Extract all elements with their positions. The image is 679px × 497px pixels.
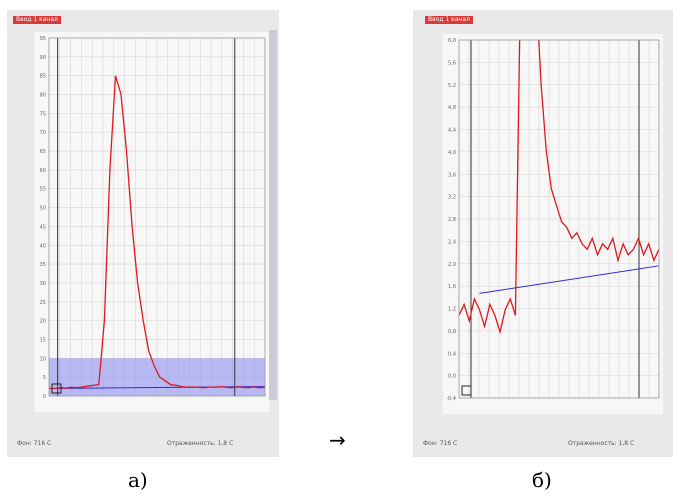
caption-a: а) [128,468,148,492]
status-background: Фон: 716 С [17,440,52,447]
y-tick-label: 15 [40,337,46,343]
caption-b: б) [532,468,552,492]
line-chart: 6,0 5,6 5,2 4,8 4,4 4,0 3,6 3,2 2,8 2,4 2,0 1,6 1,2 0… [443,34,663,414]
y-tick-label: 85 [40,74,46,80]
y-tick-label: 60 [40,168,46,174]
y-tick-label: 75 [40,111,46,117]
y-tick-label: 55 [40,187,46,193]
y-tick-label: 70 [40,130,46,136]
y-tick-label: 1,2 [448,307,456,313]
plot-frame [458,39,660,399]
y-tick-label: 4,0 [448,150,456,156]
y-tick-label: 5 [43,375,46,381]
y-tick-label: 2,0 [448,262,456,268]
y-tick-label: 10 [40,356,46,362]
y-tick-label: 65 [40,149,46,155]
status-background: Фон: 716 С [423,440,458,447]
y-tick-label: 2,8 [448,217,456,223]
y-tick-label: 80 [40,93,46,99]
chart-window-a: Ввод 1 канал 95 90 85 80 75 70 65 60 55 50 45 40 35 3… [7,10,279,457]
signal-series [459,40,659,335]
y-tick-label: -0,4 [446,396,456,402]
y-tick-label: 6,0 [448,38,456,44]
y-tick-label: 0 [43,394,46,400]
side-scrollbar[interactable] [269,30,277,400]
plot-frame [48,37,266,397]
chart-window-b: Ввод 1 канал 6,0 5,6 5,2 4,8 4,4 4,0 3,6 3,2 2,8… [413,10,673,457]
y-tick-label: 4,8 [448,105,456,111]
y-tick-label: 3,2 [448,195,456,201]
baseline-series [479,265,660,294]
highlight-band [49,358,265,396]
channel-tag: Ввод 1 канал [13,16,61,24]
y-tick-label: 0,8 [448,329,456,335]
y-tick-label: 25 [40,300,46,306]
transition-arrow: → [329,428,346,452]
corner-box-icon [51,383,62,394]
y-tick-label: 3,6 [448,172,456,178]
corner-box-icon [461,385,472,396]
y-tick-label: 0,0 [448,374,456,380]
y-tick-label: 1,6 [448,284,456,290]
y-tick-label: 35 [40,262,46,268]
channel-tag: Ввод 1 канал [425,16,473,24]
y-tick-label: 95 [40,36,46,42]
y-tick-label: 30 [40,281,46,287]
y-tick-label: 5,6 [448,60,456,66]
status-reflectance: Отраженность: 1,8 С [167,440,234,447]
y-tick-label: 90 [40,55,46,61]
status-reflectance: Отраженность: 1,8 С [568,440,635,447]
y-tick-label: 50 [40,206,46,212]
signal-series [49,75,265,390]
y-tick-label: 20 [40,319,46,325]
y-tick-label: 4,4 [448,128,456,134]
y-tick-label: 2,4 [448,239,456,245]
y-tick-label: 45 [40,224,46,230]
y-tick-label: 0,4 [448,351,456,357]
y-tick-label: 5,2 [448,83,456,89]
y-tick-label: 40 [40,243,46,249]
